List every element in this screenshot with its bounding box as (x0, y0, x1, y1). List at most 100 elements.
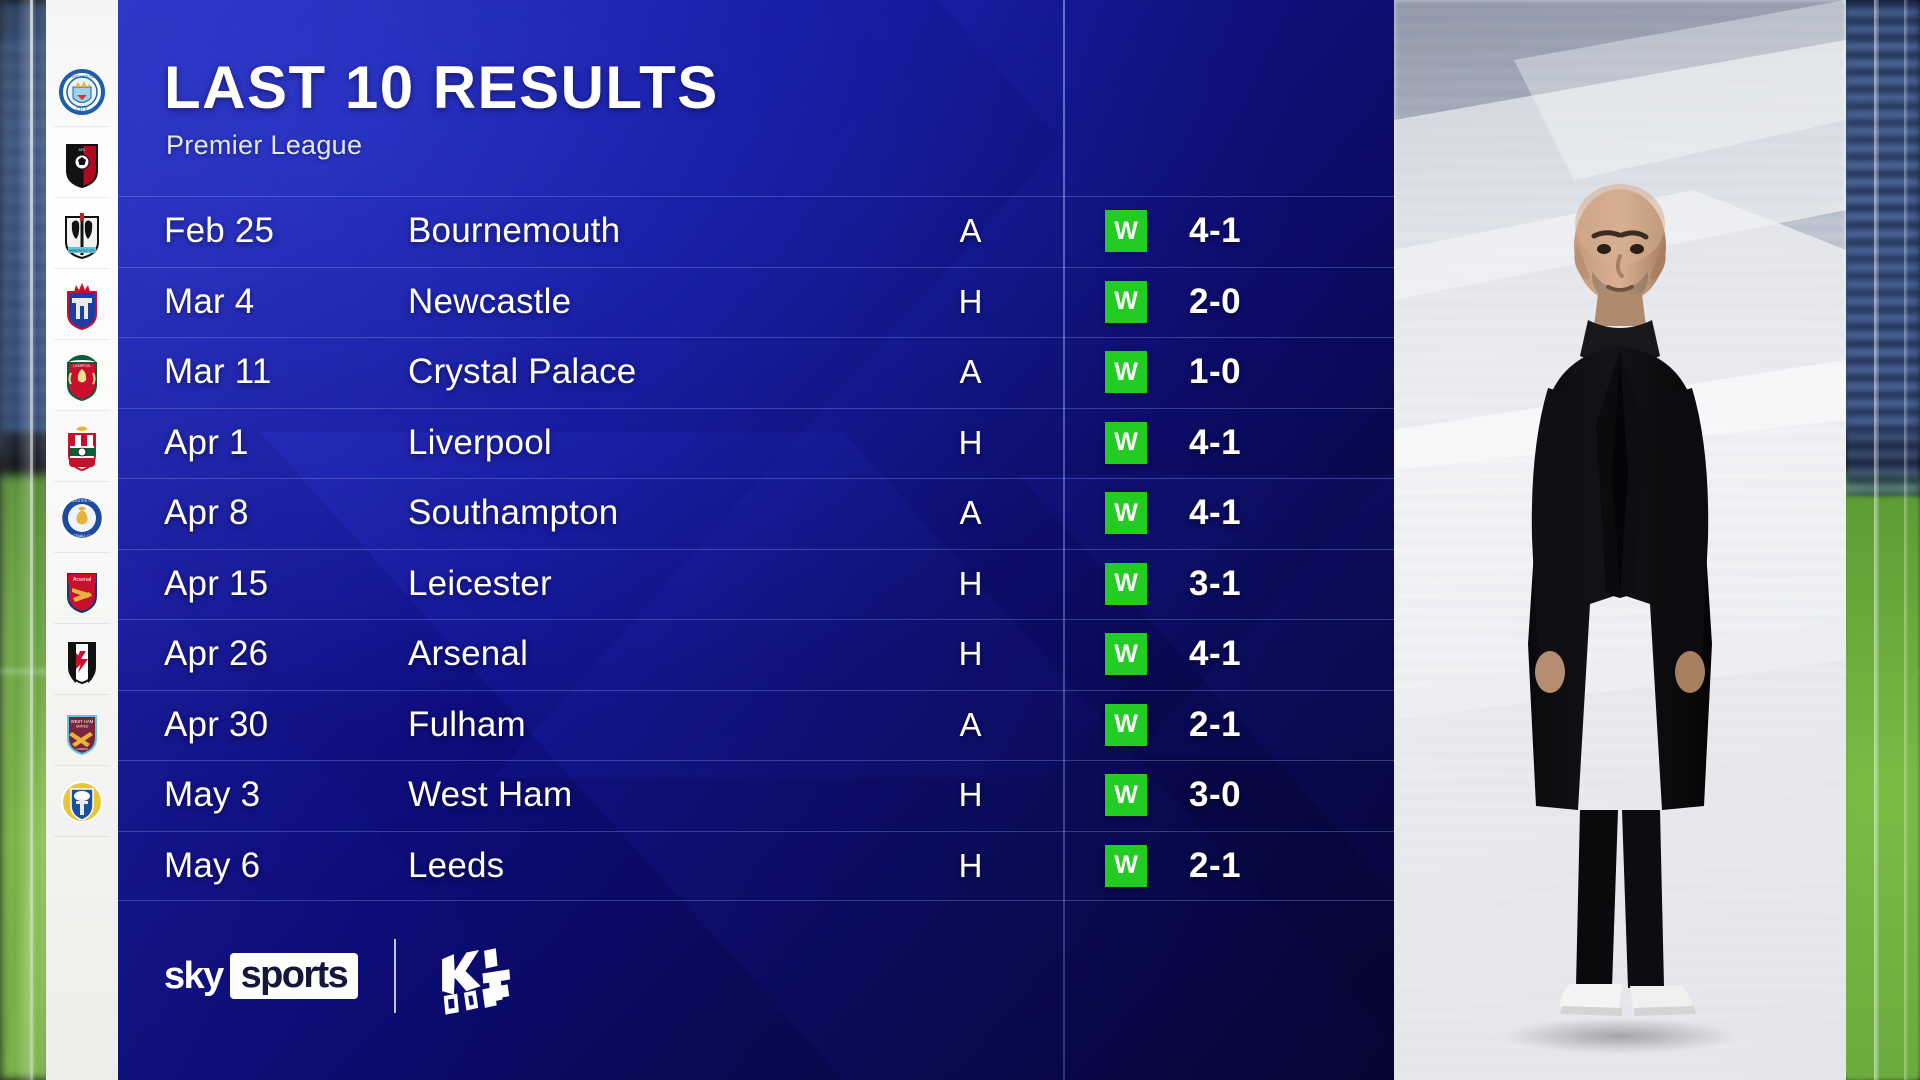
status-badge: W (1105, 421, 1147, 464)
status-badge: W (1105, 280, 1147, 323)
arsenal-crest-icon: Arsenal (58, 564, 106, 614)
right-stand (1846, 0, 1920, 497)
result-date: Apr 1 (164, 422, 249, 462)
result-score: 3-1 (1189, 563, 1242, 603)
result-outcome-cell: W (1063, 280, 1189, 323)
crest-cell-leeds (46, 766, 118, 837)
result-outcome-cell: W (1063, 703, 1189, 746)
right-pitch (1846, 496, 1920, 1080)
manager-portrait-panel (1394, 0, 1846, 1080)
newcastle-crest-icon: NEWCASTLE UTD (58, 209, 106, 259)
manchester-city-crest-icon: MANCHESTER CITY (58, 67, 106, 117)
fulham-crest-icon (58, 635, 106, 685)
svg-text:AFC: AFC (79, 148, 86, 152)
column-divider (1063, 0, 1065, 1080)
result-opponent: Southampton (408, 493, 619, 533)
table-row[interactable]: Mar 11 Crystal Palace A W 1-0 (118, 337, 1394, 408)
table-row[interactable]: Apr 8 Southampton A W 4-1 (118, 478, 1394, 549)
result-opponent: Newcastle (408, 281, 572, 321)
table-row[interactable]: May 6 Leeds H W 2-1 (118, 830, 1394, 902)
manager-figure (1470, 174, 1770, 1054)
logo-separator (394, 939, 397, 1013)
result-date: Feb 25 (164, 211, 275, 251)
table-row[interactable]: Mar 4 Newcastle H W 2-0 (118, 266, 1394, 338)
southampton-crest-icon (58, 422, 106, 472)
west-ham-crest-icon: WEST HAM UNITED LONDON (58, 706, 106, 756)
result-outcome-cell: W (1063, 562, 1189, 605)
table-row[interactable]: Apr 15 Leicester H W 3-1 (118, 548, 1394, 620)
chevron-background-pattern (118, 0, 1394, 1080)
page-subtitle: Premier League (166, 130, 363, 160)
right-mullion-1 (1874, 0, 1879, 1080)
svg-text:Arsenal: Arsenal (73, 577, 91, 583)
table-row[interactable]: Apr 26 Arsenal H W 4-1 (118, 619, 1394, 690)
result-date: May 3 (164, 775, 261, 815)
leeds-crest-icon (58, 777, 106, 827)
svg-text:CITY: CITY (76, 107, 88, 113)
status-badge: W (1105, 492, 1147, 535)
crest-cell-newcastle: NEWCASTLE UTD (46, 198, 118, 269)
result-venue: H (958, 282, 983, 320)
table-row[interactable]: Feb 25 Bournemouth A W 4-1 (118, 196, 1394, 267)
result-venue: A (959, 212, 982, 250)
page-title: LAST 10 RESULTS (164, 54, 719, 121)
result-venue: H (958, 423, 983, 461)
result-score: 2-1 (1189, 845, 1242, 885)
result-date: Mar 4 (164, 281, 255, 321)
result-venue: H (958, 564, 983, 602)
left-glass-strip (0, 0, 46, 1080)
result-score: 4-1 (1189, 634, 1242, 674)
results-panel: LAST 10 RESULTS Premier League Feb 25 Bou… (118, 0, 1394, 1080)
crystal-palace-crest-icon (58, 280, 106, 330)
result-opponent: West Ham (408, 775, 573, 815)
svg-text:MANCHESTER: MANCHESTER (67, 74, 98, 79)
panel-shading (118, 0, 1394, 1080)
result-venue: A (959, 705, 982, 743)
result-outcome-cell: W (1063, 351, 1189, 394)
crest-cell-southampton (46, 411, 118, 482)
svg-text:LEICESTER CITY: LEICESTER CITY (67, 499, 97, 503)
result-date: Apr 15 (164, 563, 269, 603)
crest-cell-manchester-city: MANCHESTER CITY (46, 56, 118, 127)
status-badge: W (1105, 562, 1147, 605)
result-venue: H (958, 846, 983, 884)
result-outcome-cell: W (1063, 492, 1189, 535)
svg-text:NEWCASTLE UTD: NEWCASTLE UTD (69, 248, 96, 252)
result-opponent: Fulham (408, 704, 526, 744)
result-venue: A (959, 494, 982, 532)
result-date: Apr 8 (164, 493, 249, 533)
svg-text:WEST HAM: WEST HAM (71, 719, 94, 724)
sky-wordmark: sky (164, 955, 224, 997)
result-venue: A (959, 353, 982, 391)
result-score: 2-1 (1189, 704, 1242, 744)
right-mullion-2 (1904, 0, 1908, 1080)
result-opponent: Crystal Palace (408, 352, 637, 392)
sports-wordmark-box: sports (229, 953, 359, 999)
kick-it-out-logo (432, 934, 516, 1018)
result-outcome-cell: W (1063, 844, 1189, 887)
table-row[interactable]: Apr 1 Liverpool H W 4-1 (118, 407, 1394, 479)
crest-cell-leicester: LEICESTER CITY FOOTBALL CLUB (46, 482, 118, 553)
svg-text:UNITED: UNITED (76, 724, 89, 728)
result-opponent: Liverpool (408, 422, 552, 462)
status-badge: W (1105, 210, 1147, 253)
crest-cell-fulham (46, 624, 118, 695)
crest-cell-liverpool: LIVERPOOL (46, 340, 118, 411)
result-date: Mar 11 (164, 352, 272, 392)
heading-block: LAST 10 RESULTS Premier League (164, 58, 719, 161)
result-score: 4-1 (1189, 422, 1242, 462)
crest-cell-crystal-palace (46, 269, 118, 340)
result-opponent: Bournemouth (408, 211, 621, 251)
right-glass-strip (1846, 0, 1920, 1080)
svg-text:LIVERPOOL: LIVERPOOL (73, 364, 91, 368)
result-outcome-cell: W (1063, 421, 1189, 464)
table-row[interactable]: Apr 30 Fulham A W 2-1 (118, 689, 1394, 761)
table-row[interactable]: May 3 West Ham H W 3-0 (118, 760, 1394, 831)
leicester-crest-icon: LEICESTER CITY FOOTBALL CLUB (58, 493, 106, 543)
status-badge: W (1105, 703, 1147, 746)
result-venue: H (958, 776, 983, 814)
result-score: 3-0 (1189, 775, 1242, 815)
crest-rail: MANCHESTER CITY AFC NEWCASTLE UTD LIVERPOOL L… (46, 0, 118, 1080)
result-score: 4-1 (1189, 211, 1242, 251)
